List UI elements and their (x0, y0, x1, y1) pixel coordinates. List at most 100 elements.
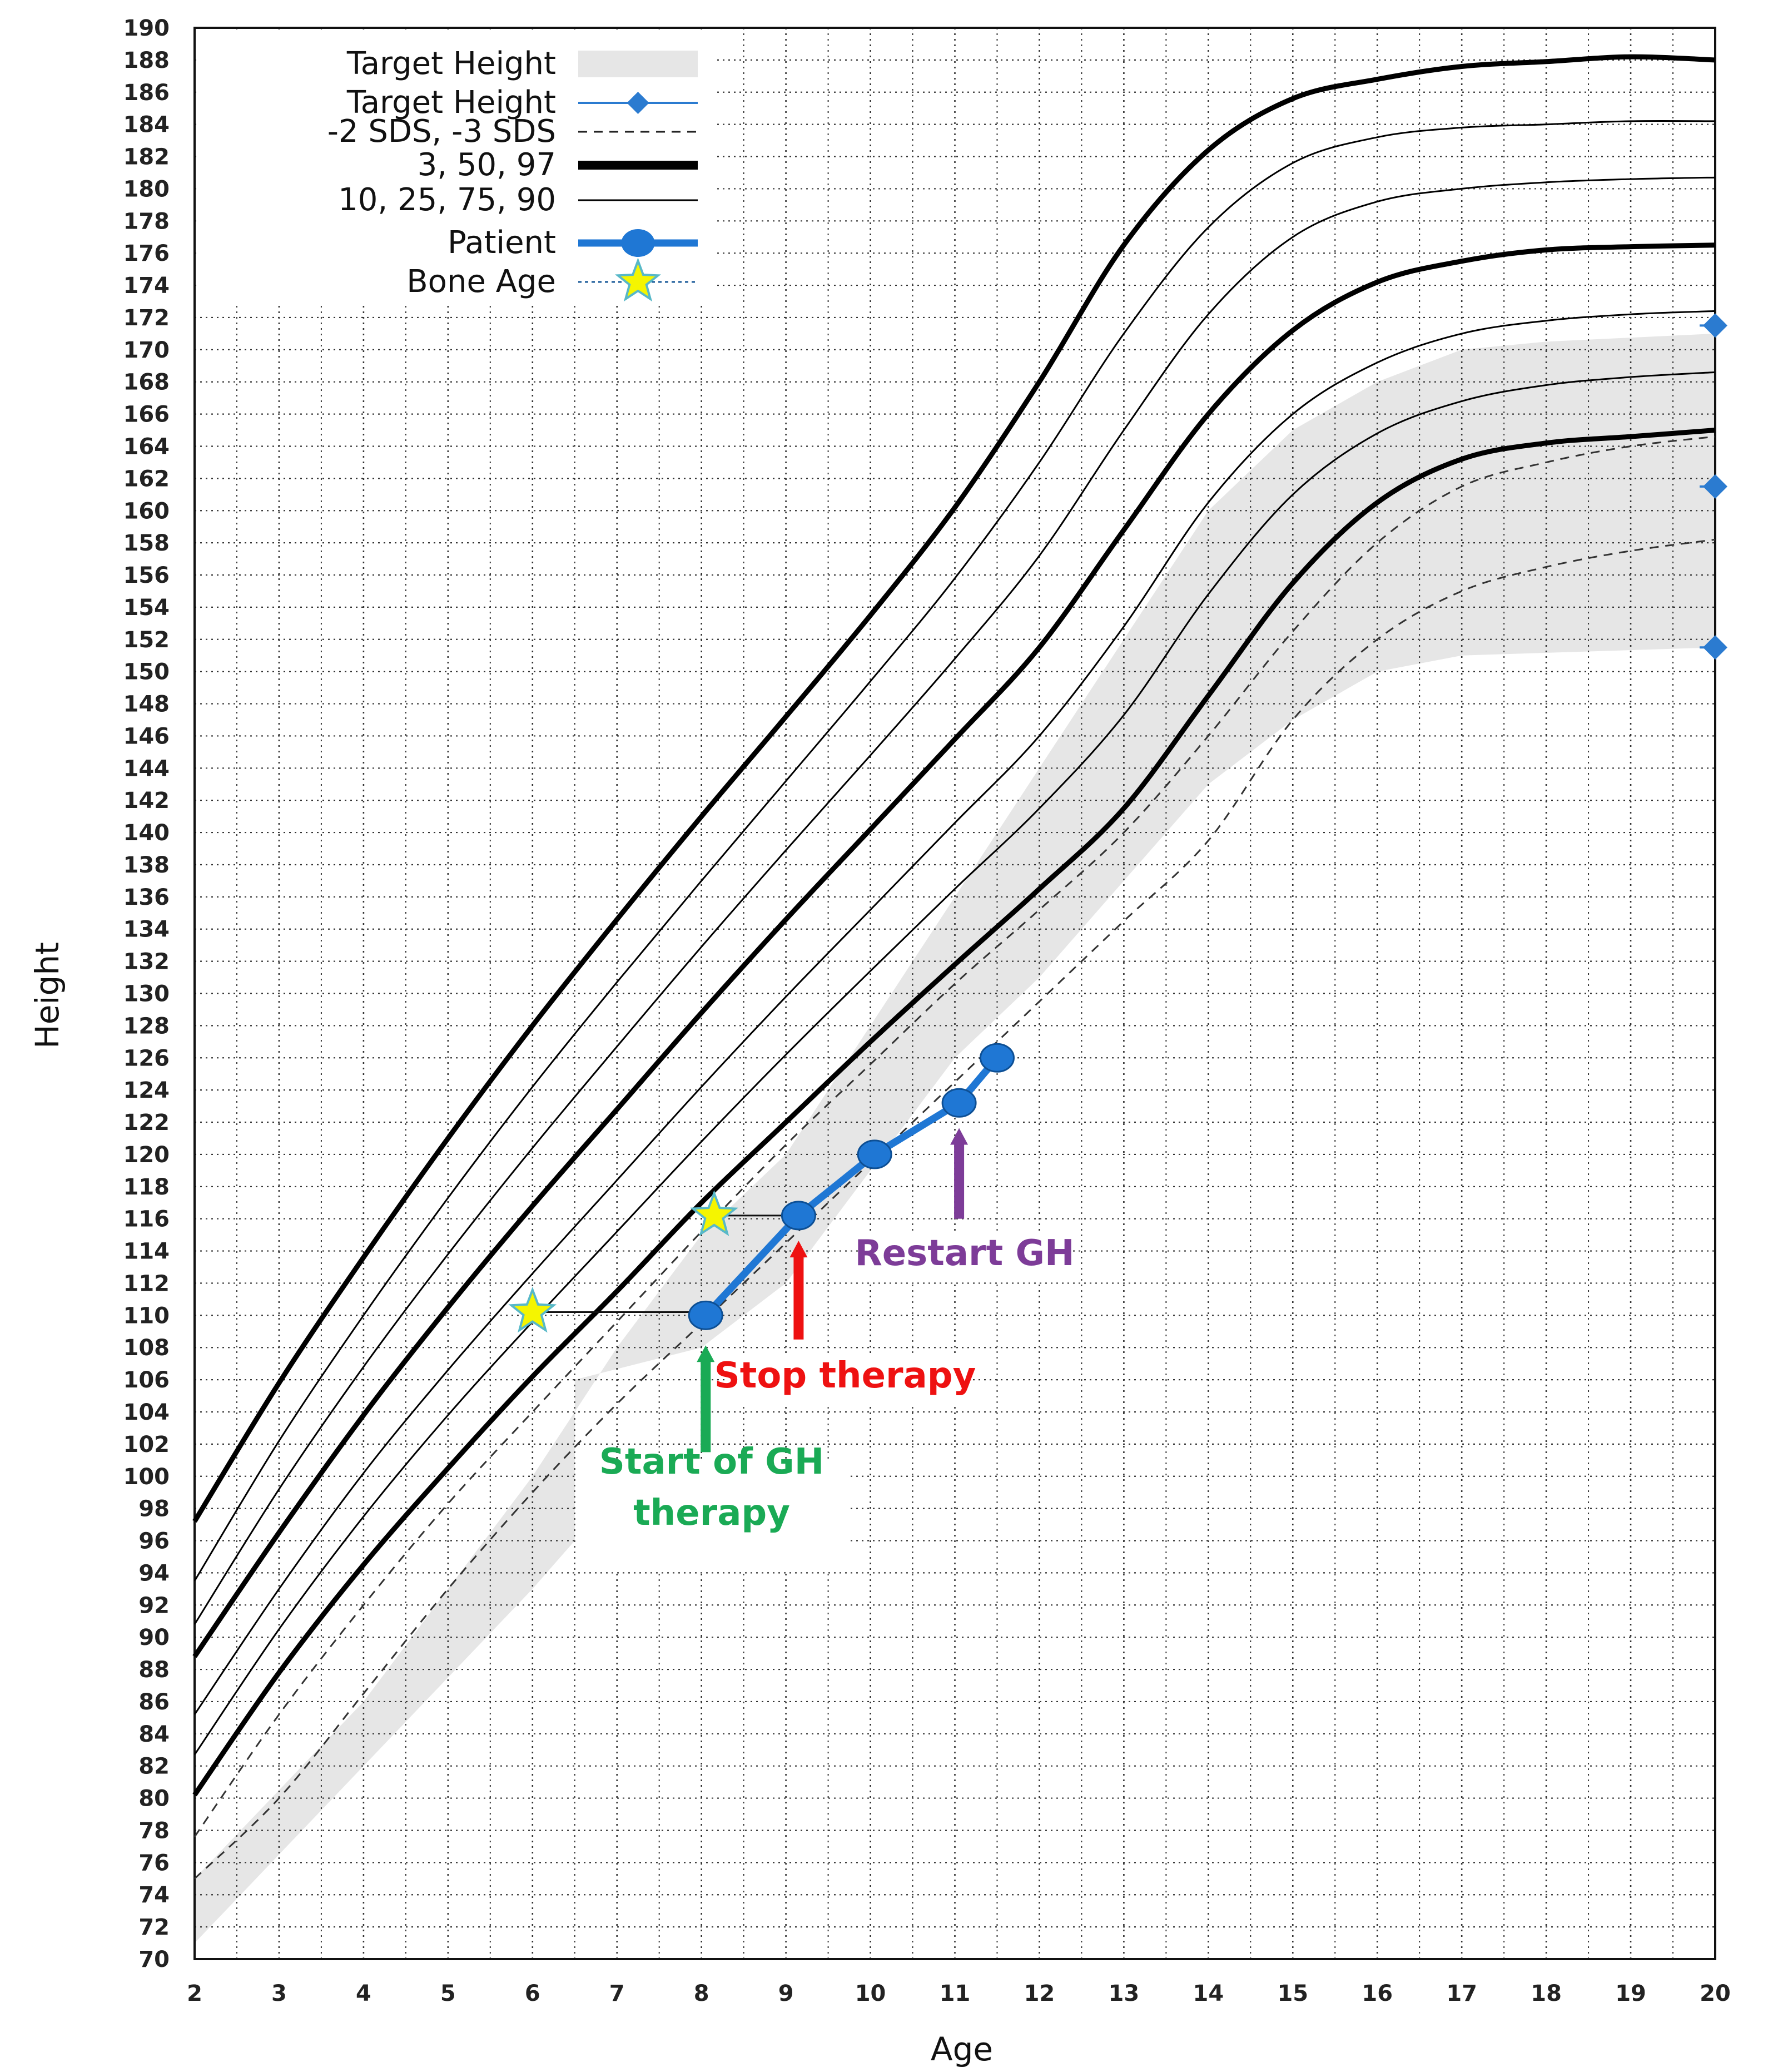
y-tick-label: 138 (123, 852, 170, 878)
y-tick-label: 148 (123, 692, 170, 717)
y-tick-label: 122 (123, 1110, 170, 1136)
y-tick-label: 84 (138, 1722, 170, 1747)
x-tick-label: 11 (940, 1981, 971, 2006)
x-tick-label: 15 (1277, 1981, 1308, 2006)
annotation-label-line: Stop therapy (714, 1355, 976, 1396)
curve-50 (192, 242, 1716, 1658)
annotation-label: Restart GH (855, 1233, 1074, 1274)
y-tick-label: 154 (123, 595, 170, 621)
curve-75 (193, 176, 1716, 1625)
y-tick-label: 74 (138, 1882, 170, 1908)
y-tick-label: 114 (123, 1239, 170, 1265)
x-tick-label: 9 (778, 1981, 794, 2006)
y-tick-label: 176 (123, 241, 170, 266)
y-tick-label: 108 (123, 1335, 170, 1361)
percentile-curves-layer (192, 54, 1716, 1880)
y-tick-label: 162 (123, 466, 170, 492)
legend-swatch-star (614, 257, 662, 302)
x-tick-label: 12 (1024, 1981, 1055, 2006)
target-height-marker (1703, 313, 1727, 338)
curve-10 (193, 371, 1716, 1756)
x-tick-label: 16 (1362, 1981, 1393, 2006)
y-tick-label: 180 (123, 176, 170, 202)
y-tick-label: 112 (123, 1271, 170, 1296)
y-tick-label: 92 (138, 1593, 170, 1618)
x-tick-label: 10 (855, 1981, 886, 2006)
annotation-label-line: therapy (633, 1493, 790, 1534)
annotations-layer: Start of GH therapy Stop therapy Restart GH (578, 1128, 1075, 1571)
target-height-marker (1703, 635, 1727, 660)
legend-label: Target Height (346, 85, 556, 121)
curve--3-sds (193, 538, 1716, 1880)
x-tick-label: 20 (1700, 1981, 1731, 2006)
y-tick-label: 72 (138, 1915, 170, 1940)
legend-label: Bone Age (406, 264, 556, 300)
curve-97 (192, 54, 1716, 1523)
y-tick-label: 120 (123, 1142, 170, 1168)
y-tick-label: 164 (123, 434, 170, 459)
y-tick-label: 118 (123, 1174, 170, 1200)
y-tick-label: 146 (123, 723, 170, 749)
bone-age-star (690, 1190, 738, 1236)
y-tick-label: 150 (123, 660, 170, 685)
y-tick-label: 102 (123, 1432, 170, 1458)
y-tick-label: 190 (123, 16, 170, 41)
patient-point (941, 1088, 977, 1118)
patient-point (979, 1043, 1015, 1073)
y-tick-label: 106 (123, 1367, 170, 1393)
annotation-arrow-head (950, 1128, 969, 1145)
legend-label: 10, 25, 75, 90 (338, 182, 556, 218)
y-tick-label: 170 (123, 338, 170, 363)
y-tick-label: 184 (123, 112, 170, 138)
y-tick-label: 182 (123, 145, 170, 170)
legend-label: 3, 50, 97 (418, 147, 556, 183)
x-tick-label: 5 (440, 1981, 456, 2006)
y-tick-label: 178 (123, 209, 170, 234)
patient-point (688, 1300, 723, 1330)
x-tick-label: 6 (525, 1981, 540, 2006)
curve-90 (193, 120, 1716, 1582)
y-tick-label: 188 (123, 48, 170, 73)
y-tick-label: 142 (123, 788, 170, 814)
y-tick-label: 90 (138, 1625, 170, 1650)
y-tick-label: 136 (123, 885, 170, 910)
x-axis-title: Age (931, 2030, 993, 2068)
y-tick-label: 156 (123, 563, 170, 588)
plot-frame (193, 27, 1716, 1960)
legend-swatch-patient-point (621, 229, 655, 257)
y-tick-label: 174 (123, 273, 170, 299)
x-tick-label: 3 (271, 1981, 287, 2006)
bone-age-layer (508, 1190, 799, 1333)
legend-label: Target Height (346, 46, 556, 82)
y-tick-label: 166 (123, 402, 170, 428)
y-tick-label: 70 (138, 1947, 170, 1972)
bone-age-star (508, 1286, 557, 1333)
y-tick-label: 168 (123, 370, 170, 395)
y-tick-label: 94 (138, 1560, 170, 1586)
annotation-label-line: Restart GH (855, 1233, 1074, 1274)
y-tick-label: 104 (123, 1400, 170, 1425)
target-height-markers-layer (1700, 313, 1727, 660)
x-tick-label: 18 (1531, 1981, 1562, 2006)
annotation-label: Stop therapy (714, 1355, 976, 1396)
y-tick-label: 126 (123, 1045, 170, 1071)
x-tick-label: 8 (694, 1981, 709, 2006)
x-tick-label: 2 (187, 1981, 202, 2006)
y-tick-label: 116 (123, 1207, 170, 1232)
y-tick-label: 86 (138, 1689, 170, 1715)
y-tick-label: 96 (138, 1529, 170, 1554)
x-tick-label: 4 (356, 1981, 371, 2006)
x-tick-label: 13 (1109, 1981, 1140, 2006)
patient-layer (688, 1043, 1015, 1330)
x-tick-label: 19 (1615, 1981, 1646, 2006)
y-axis-title: Height (28, 942, 66, 1049)
curve--2-sds (193, 435, 1716, 1837)
patient-point (857, 1139, 892, 1169)
y-tick-label: 88 (138, 1657, 170, 1683)
curve-3 (192, 428, 1716, 1797)
legend-label: Patient (448, 225, 556, 261)
axes-frame-layer (193, 27, 1716, 1960)
y-tick-label: 80 (138, 1786, 170, 1812)
